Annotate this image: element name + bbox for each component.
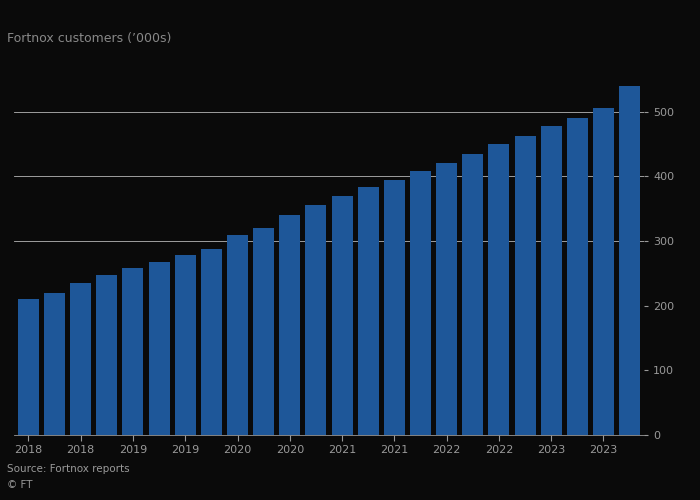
Bar: [593, 108, 614, 435]
Bar: [540, 126, 561, 435]
Bar: [122, 268, 144, 435]
Bar: [148, 262, 169, 435]
Bar: [567, 118, 588, 435]
Bar: [305, 206, 326, 435]
Bar: [436, 164, 457, 435]
Bar: [514, 136, 536, 435]
Bar: [253, 228, 274, 435]
Bar: [620, 86, 640, 435]
Bar: [70, 283, 91, 435]
Bar: [384, 180, 405, 435]
Bar: [201, 249, 222, 435]
Text: Fortnox customers (’000s): Fortnox customers (’000s): [7, 32, 172, 45]
Bar: [332, 196, 353, 435]
Bar: [227, 234, 248, 435]
Bar: [462, 154, 483, 435]
Bar: [358, 188, 379, 435]
Bar: [489, 144, 510, 435]
Bar: [279, 215, 300, 435]
Bar: [175, 256, 196, 435]
Text: © FT: © FT: [7, 480, 32, 490]
Bar: [44, 293, 65, 435]
Bar: [97, 274, 118, 435]
Bar: [410, 171, 431, 435]
Bar: [18, 299, 38, 435]
Text: Source: Fortnox reports: Source: Fortnox reports: [7, 464, 130, 474]
